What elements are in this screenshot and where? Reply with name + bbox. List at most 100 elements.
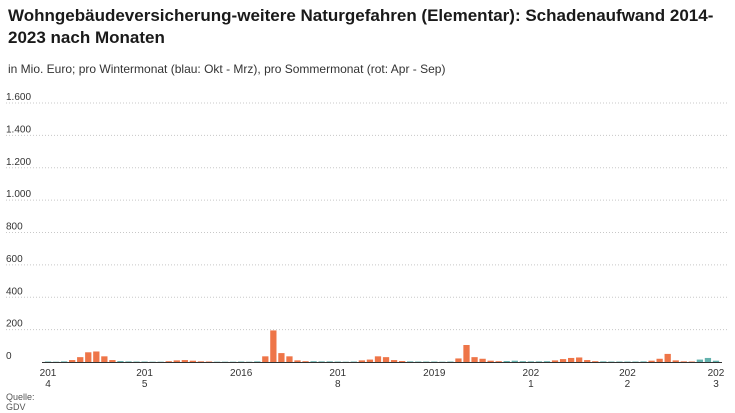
y-tick-label: 1.200 [6,157,31,168]
chart-subtitle: in Mio. Euro; pro Wintermonat (blau: Okt… [8,62,446,76]
x-tick-label: 201 5 [136,368,153,390]
y-tick-label: 1.600 [6,92,31,103]
bar [44,361,52,363]
bar [278,353,285,362]
bar [197,361,205,362]
bar [254,361,261,362]
bar [262,356,269,362]
bar [576,357,583,362]
bar [511,360,518,362]
bar [479,358,486,362]
y-tick-label: 1.000 [6,189,31,200]
bar [648,360,655,362]
bar [624,361,631,363]
bar [318,361,325,362]
bar [77,357,84,362]
x-tick-label-line: 202 [708,368,725,379]
bar [447,361,454,363]
x-tick-label: 201 8 [329,368,346,390]
bar [688,361,695,363]
bar [664,353,671,362]
x-tick-label-line: 2016 [230,368,253,379]
bar [310,361,317,362]
bar [463,345,470,362]
bars [44,330,720,363]
bar [85,352,92,362]
y-tick-label: 600 [6,254,23,265]
source-label: Quelle: [6,392,35,402]
bar [503,361,510,362]
x-tick-label-line: 1 [528,379,534,390]
bar [294,360,301,362]
bar [567,357,575,362]
bar [712,360,720,362]
x-tick-label-line: 201 [136,368,153,379]
gridlines [6,102,728,331]
bar [398,361,406,362]
bar [342,361,349,363]
x-tick-label-line: 202 [523,368,540,379]
bar [213,361,221,363]
bar [173,360,180,362]
bar [423,361,430,363]
x-tick-label-line: 2019 [423,368,446,379]
bar [487,360,494,362]
bar [93,351,100,362]
bar [366,359,374,362]
bar [101,356,108,362]
bar [246,361,253,363]
x-tick-label: 201 4 [40,368,57,390]
bar [221,361,229,363]
source-note: Quelle: GDV [6,392,35,412]
bar [415,361,422,363]
y-axis-tick-labels: 0 200 400 600 800 1.000 1.200 1.400 1.600 [6,92,31,362]
y-tick-label: 800 [6,222,23,233]
x-tick-label: 2016 [230,368,253,379]
bar [608,361,615,363]
bar [543,361,551,362]
y-tick-label: 200 [6,319,23,330]
bar [551,360,559,362]
bar [535,361,543,362]
x-tick-label-line: 5 [142,379,148,390]
bar [205,361,213,363]
bar [350,361,357,363]
bar [141,361,148,363]
bar [149,361,156,363]
bar [125,361,132,362]
bar [672,360,679,362]
bar [455,358,462,362]
bar [656,358,663,362]
bar [69,360,76,362]
y-tick-label: 0 [6,351,12,362]
bar [632,361,639,363]
x-tick-label: 202 2 [619,368,636,390]
bar [229,361,237,363]
x-tick-label: 2019 [423,368,446,379]
x-tick-label-line: 201 [329,368,346,379]
bar [471,357,478,362]
bar [382,357,390,362]
bar [117,361,124,362]
bar [696,359,704,362]
bar [559,359,567,362]
x-tick-label-line: 201 [40,368,57,379]
bar [640,361,647,362]
x-tick-label-line: 202 [619,368,636,379]
bar [600,361,607,362]
y-tick-label: 1.400 [6,124,31,135]
bar [519,361,526,362]
x-tick-label: 202 3 [708,368,725,390]
bar [334,361,341,363]
bar [60,361,68,362]
bar [592,361,599,362]
bar [270,330,277,362]
bar [133,361,140,363]
bar [584,360,591,362]
x-tick-label-line: 8 [335,379,341,390]
x-tick-label: 202 1 [523,368,540,390]
x-tick-label-line: 2 [625,379,631,390]
bar [157,361,164,363]
